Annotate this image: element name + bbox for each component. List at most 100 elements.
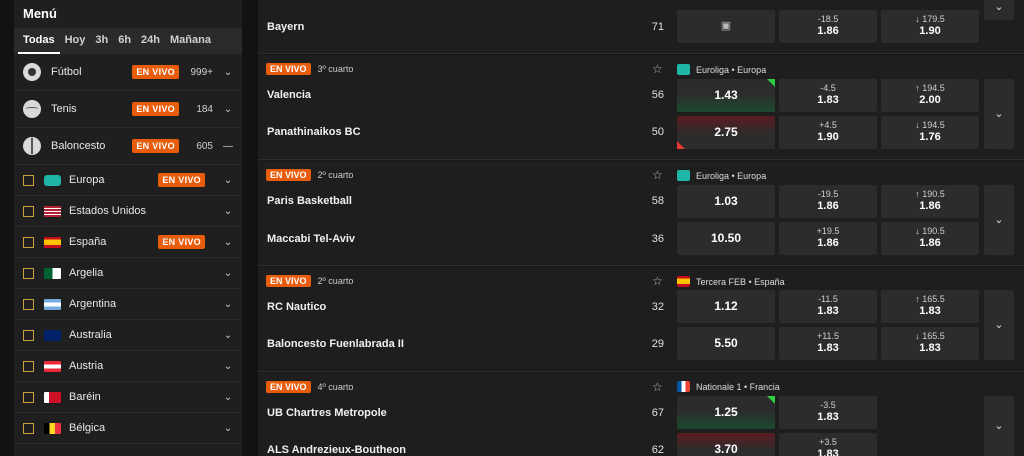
odd-price: 1.43 [714, 88, 738, 102]
total-under-button[interactable]: ↓ 194.5 1.76 [881, 116, 979, 149]
total-over-button[interactable]: ↑ 190.5 1.86 [881, 185, 979, 218]
bahrain-flag-icon [44, 391, 61, 403]
chevron-down-icon[interactable]: ⌄ [223, 298, 233, 310]
spread-home-button[interactable]: -11.5 1.83 [779, 290, 877, 323]
chevron-down-icon[interactable]: ⌄ [223, 205, 233, 217]
spread-home-button[interactable]: -3.5 1.83 [779, 396, 877, 429]
checkbox[interactable] [23, 360, 34, 372]
chevron-down-icon[interactable]: ⌄ [223, 360, 233, 372]
country-item-estados-unidos[interactable]: Estados Unidos ⌄ [14, 196, 242, 227]
spread-away-button[interactable]: +3.5 1.83 [779, 433, 877, 456]
checkbox[interactable] [23, 391, 34, 403]
moneyline-away-button[interactable]: 3.70 [677, 433, 775, 456]
event-header: EN VIVO 3º cuarto [266, 63, 353, 75]
spread-price: 1.83 [817, 342, 839, 354]
live-badge: EN VIVO [132, 139, 179, 153]
checkbox[interactable] [23, 329, 34, 341]
total-over-button[interactable]: ↑ 165.5 1.83 [881, 290, 979, 323]
tennis-ball-icon [23, 100, 41, 118]
total-under-button[interactable]: ↓ 190.5 1.86 [881, 222, 979, 255]
live-badge: EN VIVO [158, 173, 205, 187]
chevron-down-icon[interactable]: ⌄ [223, 236, 233, 248]
favorite-star-icon[interactable]: ☆ [652, 380, 663, 394]
total-price: 1.90 [919, 25, 941, 37]
spread-odd-button[interactable]: -18.5 1.86 [779, 10, 877, 43]
sport-name: Tenis [51, 103, 77, 115]
odds-down-indicator [677, 141, 685, 149]
spread-home-button[interactable]: -4.5 1.83 [779, 79, 877, 112]
country-item-argelia[interactable]: Argelia ⌄ [14, 258, 242, 289]
tab-6h[interactable]: 6h [118, 34, 132, 46]
country-item-austria[interactable]: Austria ⌄ [14, 351, 242, 382]
country-item-espana[interactable]: España EN VIVO ⌄ [14, 227, 242, 258]
tab-3h[interactable]: 3h [95, 34, 109, 46]
spread-line: -18.5 [817, 14, 839, 24]
chevron-down-icon[interactable]: ⌄ [223, 174, 233, 186]
total-odd-button[interactable]: ↓ 179.5 1.90 [881, 10, 979, 43]
favorite-star-icon[interactable]: ☆ [652, 168, 663, 182]
basketball-icon [23, 137, 41, 155]
total-under-button[interactable]: ↓ 165.5 1.83 [881, 327, 979, 360]
tab-hoy[interactable]: Hoy [64, 34, 86, 46]
chevron-down-icon[interactable]: ⌄ [223, 422, 233, 434]
checkbox[interactable] [23, 422, 34, 434]
expand-markets-button[interactable]: ⌄ [984, 290, 1014, 360]
moneyline-home-button[interactable]: 1.03 [677, 185, 775, 218]
score-away: 50 [651, 126, 664, 138]
spread-line: +3.5 [819, 437, 837, 447]
collapse-icon[interactable]: — [223, 140, 233, 152]
total-over-button[interactable]: ↑ 194.5 2.00 [881, 79, 979, 112]
checkbox[interactable] [23, 205, 34, 217]
chevron-down-icon[interactable]: ⌄ [223, 329, 233, 341]
checkbox[interactable] [23, 267, 34, 279]
chevron-down-icon[interactable]: ⌄ [223, 267, 233, 279]
chevron-down-icon[interactable]: ⌄ [223, 391, 233, 403]
spain-flag-icon [44, 236, 61, 248]
tab-todas[interactable]: Todas [18, 28, 60, 54]
country-item-barein[interactable]: Baréin ⌄ [14, 382, 242, 413]
expand-markets-button[interactable]: ⌄ [984, 79, 1014, 149]
spread-price: 1.90 [817, 131, 839, 143]
spread-away-button[interactable]: +11.5 1.83 [779, 327, 877, 360]
total-line: ↓ 179.5 [915, 14, 945, 24]
favorite-star-icon[interactable]: ☆ [652, 62, 663, 76]
moneyline-home-button[interactable]: 1.43 [677, 79, 775, 112]
live-badge: EN VIVO [132, 65, 179, 79]
expand-markets-button[interactable]: ⌄ [984, 0, 1014, 20]
spread-home-button[interactable]: -19.5 1.86 [779, 185, 877, 218]
odd-price: 10.50 [710, 231, 742, 245]
austria-flag-icon [44, 360, 61, 372]
favorite-star-icon[interactable]: ☆ [652, 274, 663, 288]
country-item-australia[interactable]: Australia ⌄ [14, 320, 242, 351]
game-period: 2º cuarto [317, 276, 354, 286]
expand-markets-button[interactable]: ⌄ [984, 396, 1014, 456]
country-item-argentina[interactable]: Argentina ⌄ [14, 289, 242, 320]
chevron-down-icon: ⌄ [994, 420, 1004, 432]
moneyline-home-button[interactable]: 1.12 [677, 290, 775, 323]
event-header: EN VIVO 4º cuarto [266, 381, 353, 393]
moneyline-away-button[interactable]: 5.50 [677, 327, 775, 360]
moneyline-away-button[interactable]: 10.50 [677, 222, 775, 255]
odds-up-indicator [767, 79, 775, 87]
country-name: Argelia [69, 267, 104, 279]
moneyline-away-button[interactable]: 2.75 [677, 116, 775, 149]
spread-away-button[interactable]: +19.5 1.86 [779, 222, 877, 255]
checkbox[interactable] [23, 298, 34, 310]
total-line: ↑ 190.5 [915, 189, 945, 199]
chevron-down-icon[interactable]: ⌄ [223, 66, 233, 78]
expand-markets-button[interactable]: ⌄ [984, 185, 1014, 255]
sport-item-baloncesto[interactable]: Baloncesto EN VIVO 605 — [14, 128, 242, 165]
chevron-down-icon[interactable]: ⌄ [223, 103, 233, 115]
country-item-belgica[interactable]: Bélgica ⌄ [14, 413, 242, 444]
total-line: ↓ 194.5 [915, 120, 945, 130]
moneyline-home-button[interactable]: 1.25 [677, 396, 775, 429]
checkbox[interactable] [23, 174, 34, 186]
tab-24h[interactable]: 24h [141, 34, 161, 46]
checkbox[interactable] [23, 236, 34, 248]
spread-away-button[interactable]: +4.5 1.90 [779, 116, 877, 149]
sport-item-futbol[interactable]: Fútbol EN VIVO 999+ ⌄ [14, 54, 242, 91]
country-item-europa[interactable]: Europa EN VIVO ⌄ [14, 165, 242, 196]
sport-item-tenis[interactable]: Tenis EN VIVO 184 ⌄ [14, 91, 242, 128]
tab-manana[interactable]: Mañana [170, 34, 211, 46]
